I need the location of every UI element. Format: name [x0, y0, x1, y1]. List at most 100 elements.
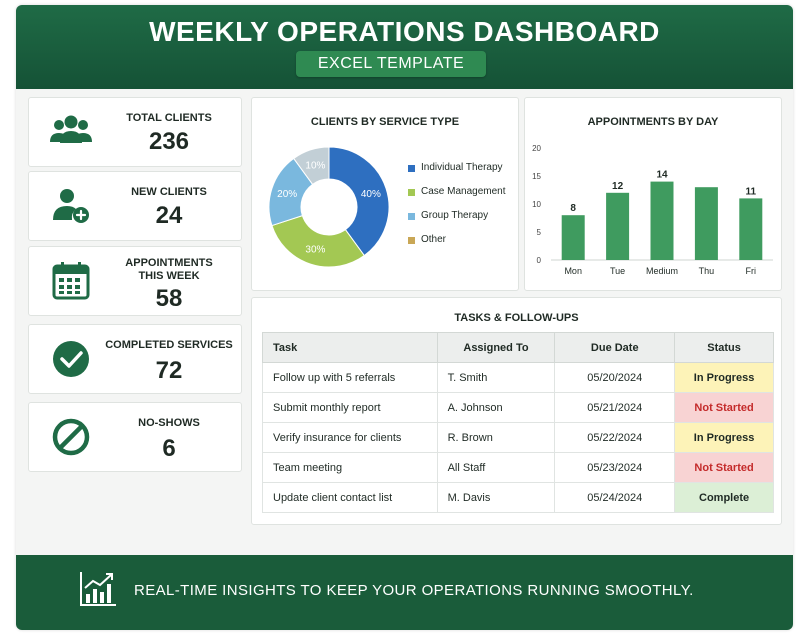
due-date-cell: 05/24/2024	[554, 482, 676, 513]
x-tick-label: Fri	[746, 266, 757, 276]
legend-label: Other	[421, 234, 447, 245]
tasks-panel: TASKS & FOLLOW-UPS Task Assigned To Due …	[251, 297, 782, 525]
kpi-label: TOTAL CLIENTS	[126, 112, 212, 124]
x-tick-label: Mon	[564, 266, 582, 276]
kpi-label: APPOINTMENTS	[125, 257, 213, 269]
dashboard-title: WEEKLY OPERATIONS DASHBOARD	[149, 16, 660, 47]
dashboard-frame: WEEKLY OPERATIONS DASHBOARD EXCEL TEMPLA…	[16, 5, 793, 630]
legend-label: Individual Therapy	[421, 162, 503, 173]
assigned-cell: T. Smith	[436, 362, 556, 393]
x-tick-label: Tue	[610, 266, 625, 276]
assigned-cell: All Staff	[436, 452, 556, 483]
kpi-card-no-shows: NO-SHOWS 6	[28, 402, 242, 472]
due-date-cell: 05/20/2024	[554, 362, 676, 393]
bar-tue	[606, 192, 630, 260]
bar-medium	[650, 181, 674, 260]
kpi-label-line2: THIS WEEK	[138, 270, 200, 282]
donut-slice-label: 30%	[305, 244, 325, 255]
column-header-status: Status	[674, 332, 774, 363]
calendar-icon	[52, 262, 90, 300]
assigned-cell: R. Brown	[436, 422, 556, 453]
table-row: Follow up with 5 referrals T. Smith 05/2…	[262, 362, 774, 393]
bar-value-label: 11	[746, 186, 757, 197]
kpi-value: 6	[162, 435, 176, 462]
footer-banner: REAL-TIME INSIGHTS TO KEEP YOUR OPERATIO…	[16, 555, 793, 630]
legend-label: Group Therapy	[421, 210, 489, 221]
bar-fri	[739, 198, 763, 260]
status-badge: In Progress	[674, 362, 774, 393]
kpi-card-total-clients: TOTAL CLIENTS 236	[28, 97, 242, 167]
bar-chart: 20 15 10 5 0 8 Mon 12 Tue 14 Medium Thu 11 Fri	[532, 144, 773, 276]
column-header-assigned: Assigned To	[436, 332, 556, 363]
due-date-cell: 05/23/2024	[554, 452, 676, 483]
table-row: Team meeting All Staff 05/23/2024 Not St…	[262, 452, 774, 483]
assigned-cell: M. Davis	[436, 482, 556, 513]
bar-value-label: 14	[656, 170, 668, 181]
x-tick-label: Medium	[646, 266, 678, 276]
bar-value-label: 12	[612, 181, 624, 192]
donut-slice-label: 10%	[305, 161, 325, 172]
table-row: Submit monthly report A. Johnson 05/21/2…	[262, 392, 774, 423]
clients-group-icon	[50, 115, 92, 143]
kpi-label: COMPLETED SERVICES	[105, 339, 233, 351]
bar-chart-title: APPOINTMENTS BY DAY	[587, 116, 719, 128]
table-row: Update client contact list M. Davis 05/2…	[262, 482, 774, 513]
kpi-value: 58	[155, 285, 183, 312]
donut-chart-title: CLIENTS BY SERVICE TYPE	[310, 116, 460, 128]
due-date-cell: 05/22/2024	[554, 422, 676, 453]
growth-chart-icon	[80, 572, 116, 606]
task-cell: Submit monthly report	[262, 392, 438, 423]
y-tick-label: 5	[537, 228, 542, 237]
no-symbol-icon	[52, 418, 90, 456]
tasks-table: Task Assigned To Due Date Status Follow …	[262, 332, 774, 513]
kpi-card-completed-services: COMPLETED SERVICES 72	[28, 324, 242, 394]
table-header-row: Task Assigned To Due Date Status	[262, 332, 774, 363]
appointments-by-day-panel: APPOINTMENTS BY DAY 20 15 10 5 0 8 Mon 12 Tue 14 M…	[524, 97, 782, 291]
footer-tagline: REAL-TIME INSIGHTS TO KEEP YOUR OPERATIO…	[134, 582, 694, 599]
task-cell: Team meeting	[262, 452, 438, 483]
kpi-card-new-clients: NEW CLIENTS 24	[28, 171, 242, 241]
legend-swatch	[408, 189, 415, 196]
status-badge: Complete	[674, 482, 774, 513]
kpi-value: 236	[148, 128, 190, 155]
task-cell: Update client contact list	[262, 482, 438, 513]
y-tick-label: 0	[537, 256, 542, 265]
bar-value-label: 8	[570, 203, 576, 214]
status-badge: In Progress	[674, 422, 774, 453]
y-tick-label: 15	[532, 172, 541, 181]
y-tick-label: 10	[532, 200, 541, 209]
task-cell: Follow up with 5 referrals	[262, 362, 438, 393]
table-row: Verify insurance for clients R. Brown 05…	[262, 422, 774, 453]
kpi-label: NO-SHOWS	[138, 417, 200, 429]
due-date-cell: 05/21/2024	[554, 392, 676, 423]
legend-swatch	[408, 165, 415, 172]
legend-swatch	[408, 237, 415, 244]
status-badge: Not Started	[674, 392, 774, 423]
donut-slice-label: 20%	[277, 189, 297, 200]
x-tick-label: Thu	[699, 266, 715, 276]
kpi-value: 24	[155, 202, 183, 229]
assigned-cell: A. Johnson	[436, 392, 556, 423]
column-header-due-date: Due Date	[554, 332, 676, 363]
column-header-task: Task	[262, 332, 438, 363]
bar-thu	[694, 187, 718, 260]
template-badge: EXCEL TEMPLATE	[296, 51, 486, 77]
kpi-card-appointments: APPOINTMENTS THIS WEEK 58	[28, 246, 242, 316]
donut-slice-label: 40%	[361, 189, 381, 200]
legend-swatch	[408, 213, 415, 220]
task-cell: Verify insurance for clients	[262, 422, 438, 453]
legend-label: Case Management	[421, 186, 506, 197]
bar-mon	[561, 215, 585, 260]
kpi-value: 72	[155, 357, 183, 384]
tasks-title: TASKS & FOLLOW-UPS	[454, 312, 579, 324]
add-user-icon	[53, 189, 89, 223]
service-type-panel: CLIENTS BY SERVICE TYPE 40% 30% 20% 10% Ind…	[251, 97, 519, 291]
donut-slice-individual-therapy	[328, 146, 390, 257]
donut-slice-case-management	[271, 215, 365, 268]
kpi-label: NEW CLIENTS	[131, 186, 207, 198]
y-tick-label: 20	[532, 144, 541, 153]
status-badge: Not Started	[674, 452, 774, 483]
donut-chart: 40% 30% 20% 10%	[268, 146, 390, 268]
check-circle-icon	[53, 341, 89, 377]
donut-slice-other	[293, 146, 330, 186]
